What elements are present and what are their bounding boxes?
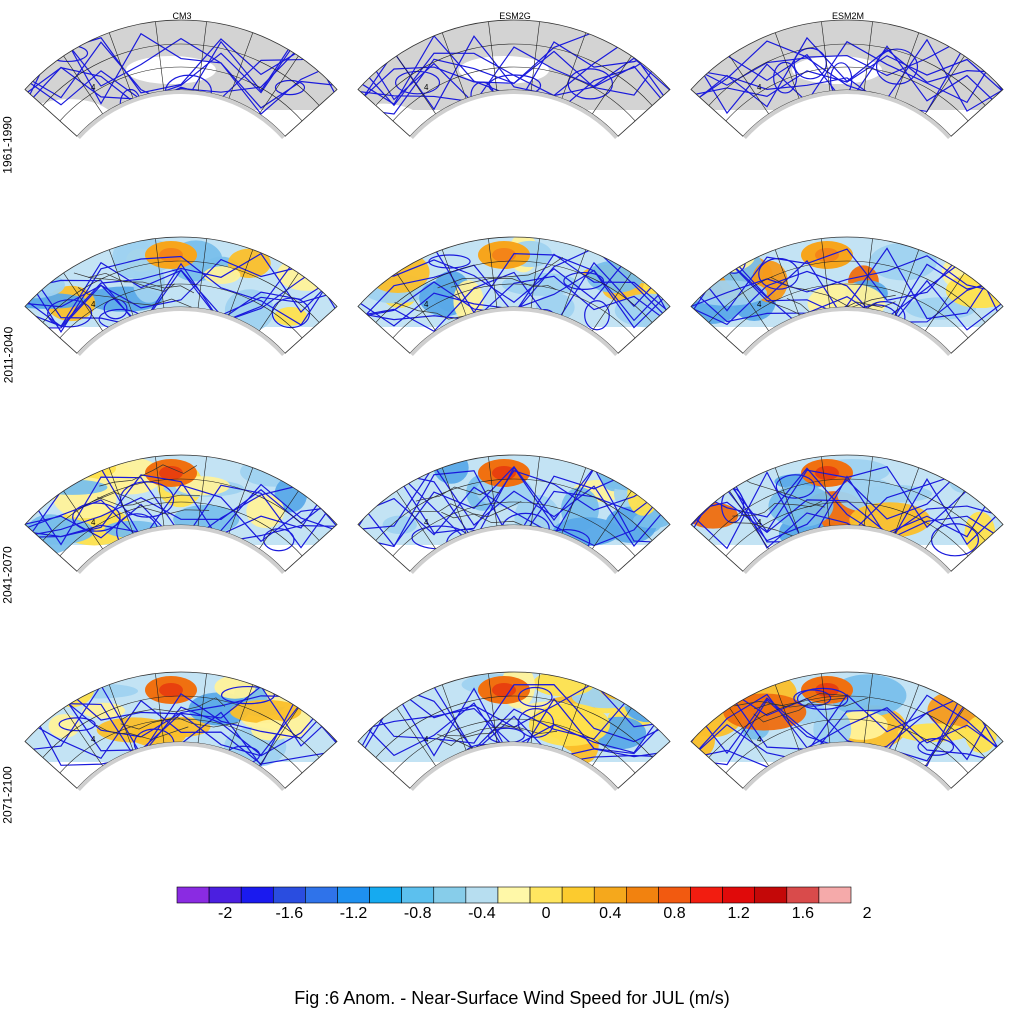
contour-label: 4 [424,83,429,92]
figure-caption: Fig :6 Anom. - Near-Surface Wind Speed f… [294,988,730,1008]
contour-label: 4 [91,735,96,744]
contour-label: 4 [424,300,429,309]
colorbar-swatch [337,886,370,904]
colorbar-swatch [754,886,788,904]
colorbar-tick: 1.6 [791,905,814,922]
contour-label: 4 [91,300,96,309]
contour-label: 4 [424,735,429,744]
contour-label: 4 [757,735,762,744]
colorbar-swatch [690,886,723,904]
column-title-cm3: CM3 [172,11,192,21]
contour-label: 4 [757,83,762,92]
colorbar-swatch [305,886,338,904]
contour-label: 4 [91,83,96,92]
contour-label: 4 [424,518,429,527]
colorbar-swatch [272,886,306,904]
colorbar-swatch [240,886,274,904]
colorbar-swatch [593,886,627,904]
contour-label: 4 [91,518,96,527]
colorbar-tick: -1.6 [275,905,304,922]
map-panel-3-1 [357,672,671,789]
column-title-esm2m: ESM2M [831,11,864,21]
colorbar-swatch [658,886,691,904]
colorbar-tick: 2 [862,905,872,922]
colorbar-tick: 1.2 [727,905,750,922]
colorbar-tick: 0.4 [599,905,622,922]
contour-label: 4 [757,300,762,309]
colorbar-tick: 0.8 [663,905,686,922]
colorbar-tick: -1.2 [339,905,368,922]
colorbar-swatch [465,886,499,904]
colorbar-swatch [818,886,852,904]
colorbar-swatch [433,886,467,904]
map-panel-grid: 4 4 4 4 4 4 4 4 4 4 4 4 [24,19,1004,791]
colorbar-tick: -0.8 [403,905,432,922]
colorbar-swatch [786,886,820,904]
colorbar-swatch [176,886,210,904]
contour-label: 4 [757,518,762,527]
column-title-esm2g: ESM2G [499,11,531,21]
colorbar-tick: 0 [541,905,551,922]
colorbar-swatch [561,886,595,904]
colorbar-swatch [497,886,531,904]
colorbar-tick: -0.4 [468,905,496,922]
colorbar-swatch [626,886,659,904]
colorbar-swatch [722,886,756,904]
colorbar-swatch [369,886,402,904]
colorbar-swatch [529,886,563,904]
colorbar-swatch [401,886,435,904]
colorbar-tick: -2 [218,905,233,922]
colorbar-swatch [208,886,242,904]
